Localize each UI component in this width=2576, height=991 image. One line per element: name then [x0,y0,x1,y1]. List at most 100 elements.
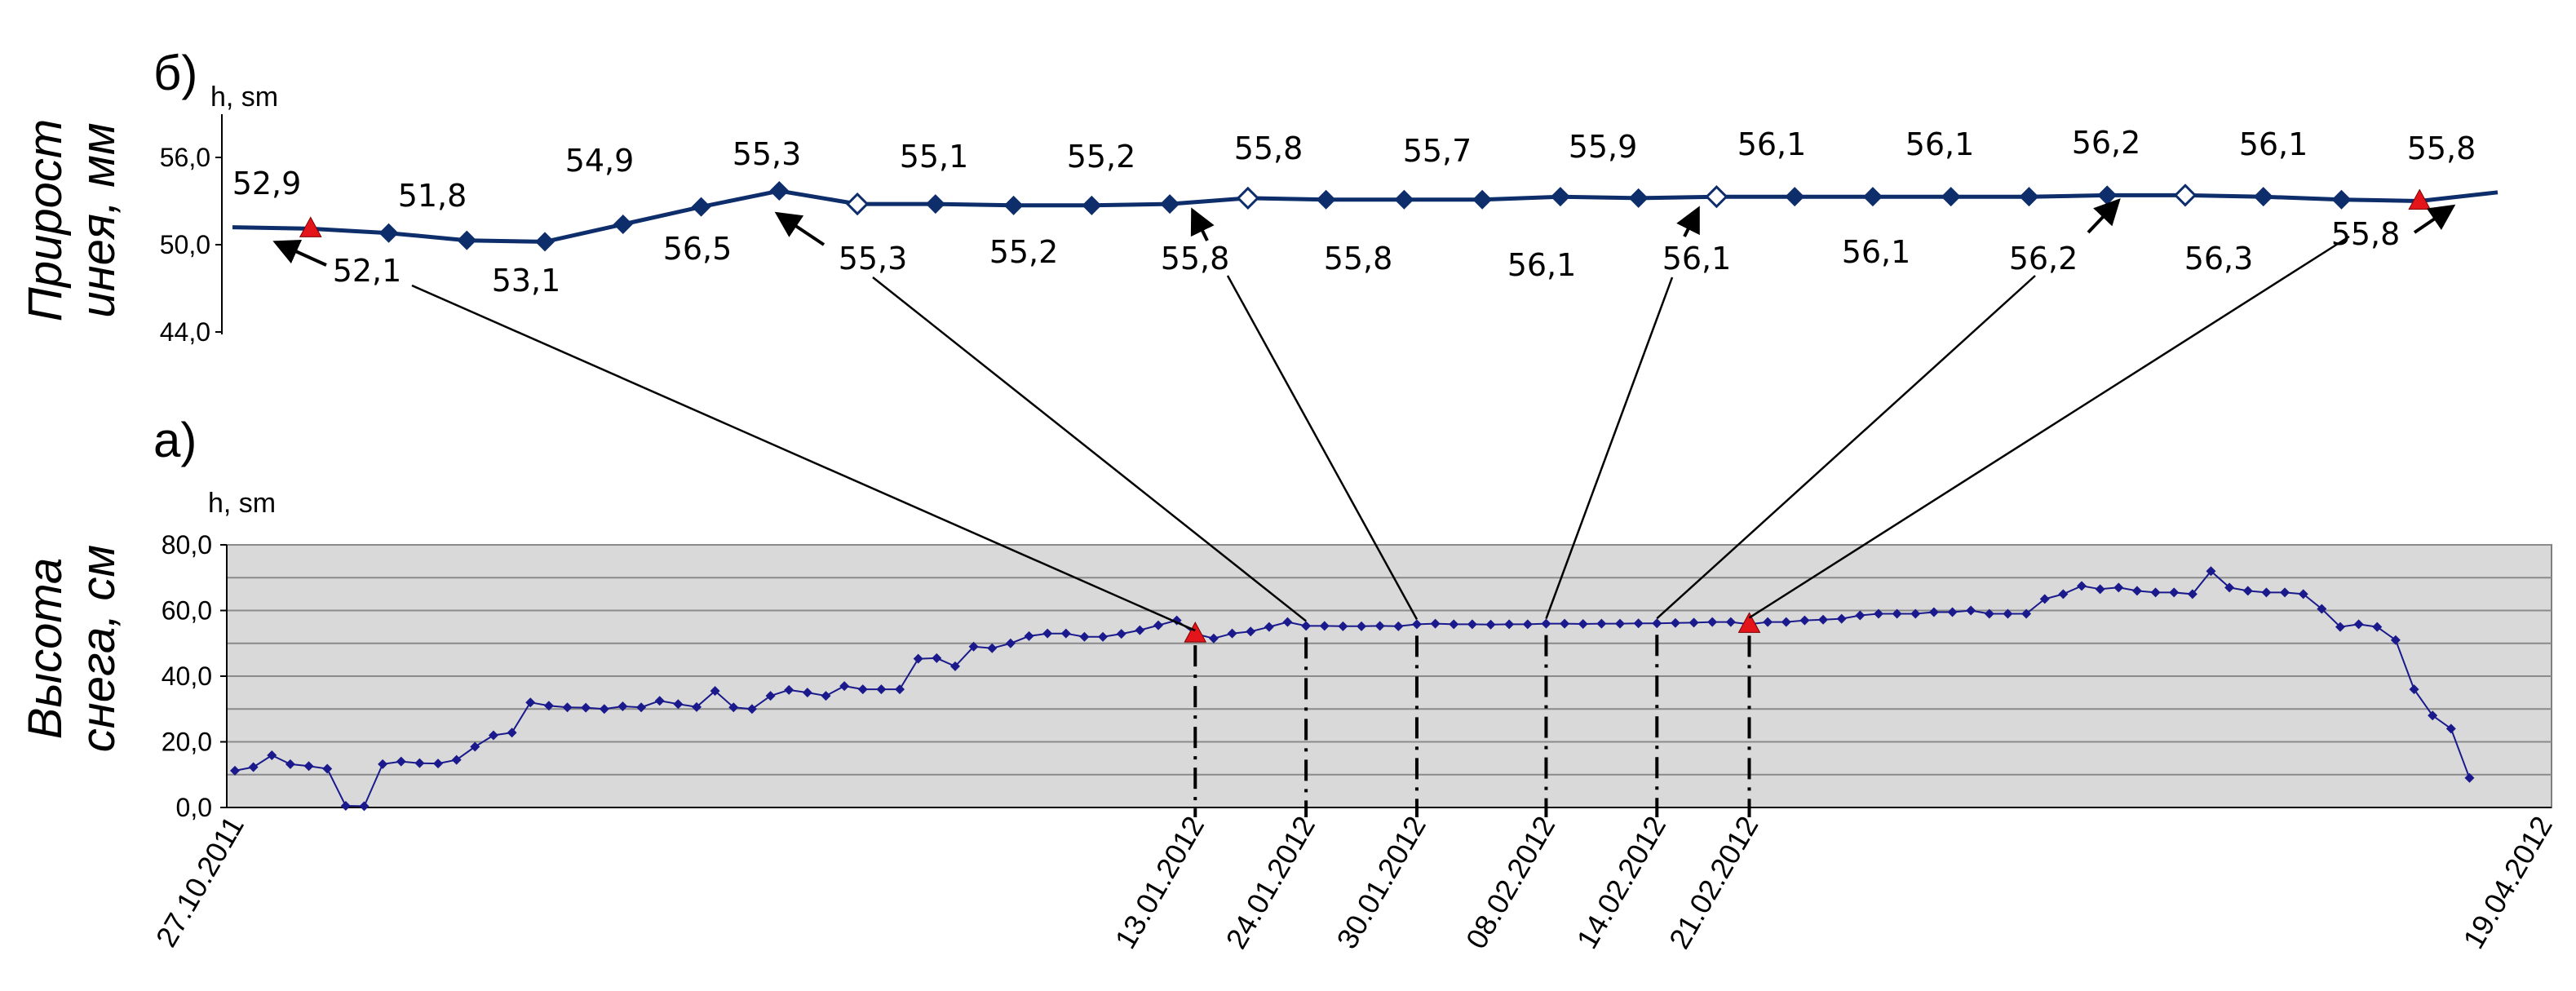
frost-label-above: 52,9 [232,166,302,201]
snow-point [414,758,425,768]
upper-unit-label: h, sm [210,82,278,113]
frost-open-marker [2173,184,2198,207]
snow-point [2372,622,2383,632]
snow-point [1208,633,1219,644]
snow-point [2187,589,2198,599]
snow-point [581,702,591,713]
frost-label-above: 55,9 [1569,129,1638,165]
upper-y-tick-label: 50,0 [160,230,210,259]
snow-point [1357,621,1367,631]
snow-point [1522,619,1533,630]
snow-point [1374,621,1385,631]
frost-point [457,230,477,250]
upper-ylabel-line2: инея, мм [72,122,125,317]
snow-point [470,741,480,752]
snow-point [765,691,776,701]
frost-label-above: 56,2 [2072,125,2141,161]
snow-point [267,750,277,761]
lower-ylabel-text-1: Высота [19,558,72,740]
snow-point [2428,710,2438,721]
snow-point [2464,772,2475,783]
snow-point [2445,723,2456,734]
snow-point [1504,619,1515,630]
snow-point [1282,617,1293,627]
snow-point [2409,684,2419,695]
frost-point [2097,185,2118,206]
snow-point [2390,635,2401,645]
date-tick-label: 30.01.2012 [1330,811,1432,955]
snow-point [876,684,887,695]
snow-point [784,684,794,695]
snow-point [1042,628,1053,639]
frost-label-below: 55,8 [1324,241,1393,277]
frost-point [613,215,633,235]
upper-ylabel-line1: Прирост [19,119,72,321]
snow-point [968,641,979,652]
lower-y-tick-label: 80,0 [162,530,212,560]
snow-point [1615,618,1625,629]
frost-label-below: 56,5 [663,231,733,267]
snow-point [451,754,462,765]
snow-point [2077,581,2087,591]
snow-point [1707,617,1718,627]
snow-point [285,759,295,769]
connector-line [872,277,1307,622]
snow-point [636,702,647,713]
snow-point [1633,618,1644,629]
connector-line [411,284,1196,632]
snow-point [1411,619,1422,630]
label-arrow [1190,207,1215,241]
frost-triangle-marker [299,216,322,237]
snow-point [543,701,554,711]
lower-ylabel-text-2: снега, см [72,545,125,752]
snow-point [1079,631,1090,642]
snow-point [1467,619,1477,630]
frost-label-below: 52,1 [333,253,402,289]
upper-y-tick-label: 56,0 [160,143,210,172]
frost-point [1472,189,1493,210]
snow-point [1541,618,1551,629]
frost-label-below: 56,1 [1507,247,1577,283]
snow-point [857,684,868,695]
snow-point [1670,617,1680,628]
frost-point [1082,195,1102,215]
snow-point [1560,618,1570,629]
frost-point [1941,187,1961,207]
label-arrow [774,211,825,246]
snow-point [895,684,905,695]
frost-point [2019,187,2039,207]
frost-point [1550,187,1570,207]
lower-chart: 80,060,040,020,00,027.10.2011 13.01.2012 2… [149,530,2559,954]
snow-point [1855,610,1866,621]
snow-point [303,761,314,772]
connector-line [1545,277,1674,620]
snow-point [1818,614,1829,625]
snow-point [1135,625,1145,635]
snow-point [1596,618,1607,629]
snow-point [1098,631,1109,642]
label-arrow [2413,204,2456,234]
snow-point [1910,608,1921,619]
snow-point [2353,619,2364,630]
snow-point [396,756,406,767]
snow-point [802,688,812,698]
snow-point [562,702,573,713]
snow-point [710,686,720,697]
frost-point [1628,188,1649,208]
snow-point [359,801,370,812]
lower-ylabel-line1: Высота [19,558,72,740]
connector-line [1748,235,2350,619]
snow-point [1430,618,1441,629]
connector-lines [272,198,2456,632]
lower-y-tick-label: 20,0 [162,728,212,757]
frost-point [1316,189,1336,210]
snow-point [821,691,831,701]
snow-point [230,765,240,776]
snow-point [1319,621,1330,631]
snow-point [507,728,517,738]
snow-point [1873,608,1883,619]
date-tick-label: 21.02.2012 [1662,811,1765,955]
frost-label-below: 55,2 [989,234,1059,270]
frost-label-above: 55,8 [2407,131,2476,166]
frost-open-marker [1705,185,1728,209]
